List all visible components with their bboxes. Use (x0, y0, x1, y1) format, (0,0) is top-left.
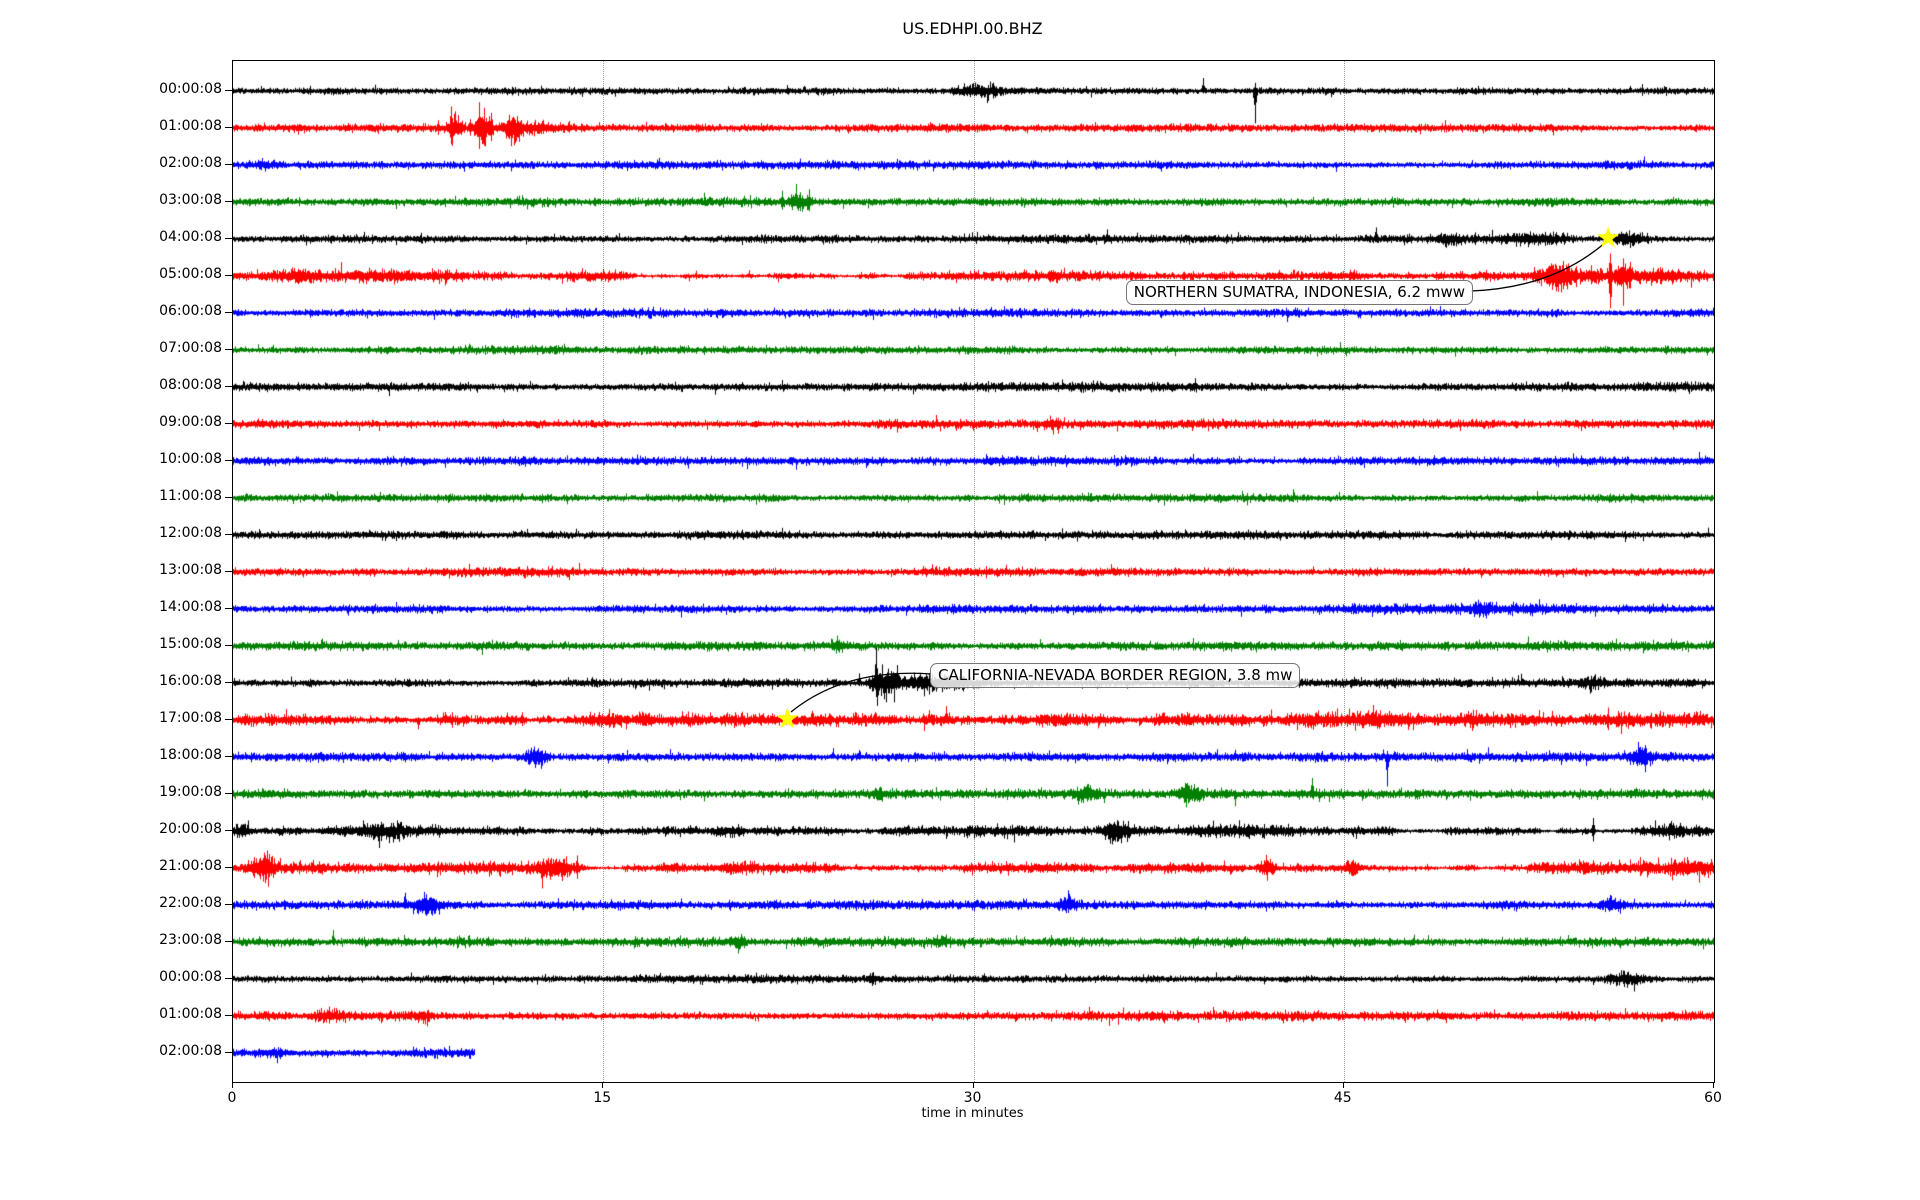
y-tick-mark (225, 201, 232, 202)
x-tick-label: 15 (593, 1090, 612, 1106)
y-tick-label: 00:00:08 (159, 81, 222, 97)
y-tick-label: 01:00:08 (159, 1006, 222, 1022)
y-tick-mark (225, 571, 232, 572)
x-tick-label: 0 (227, 1090, 237, 1106)
y-tick-mark (225, 386, 232, 387)
y-tick-mark (225, 497, 232, 498)
y-tick-label: 15:00:08 (159, 636, 222, 652)
y-tick-label: 11:00:08 (159, 488, 222, 504)
x-tick-mark (1342, 1082, 1344, 1088)
y-tick-mark (225, 423, 232, 424)
y-tick-label: 20:00:08 (159, 821, 222, 837)
y-tick-mark (225, 756, 232, 757)
y-tick-label: 02:00:08 (159, 155, 222, 171)
y-tick-mark (225, 904, 232, 905)
y-tick-mark (225, 164, 232, 165)
y-tick-label: 14:00:08 (159, 599, 222, 615)
y-tick-mark (225, 941, 232, 942)
y-tick-label: 08:00:08 (159, 377, 222, 393)
y-tick-mark (225, 349, 232, 350)
x-tick-label: 60 (1704, 1090, 1722, 1106)
x-tick-label: 45 (1333, 1090, 1352, 1106)
y-tick-mark (225, 608, 232, 609)
y-tick-mark (225, 312, 232, 313)
event-annotation: NORTHERN SUMATRA, INDONESIA, 6.2 mww (1125, 280, 1473, 305)
y-tick-label: 06:00:08 (159, 303, 222, 319)
y-tick-mark (225, 719, 232, 720)
y-tick-mark (225, 830, 232, 831)
y-tick-mark (225, 275, 232, 276)
plot-area (232, 60, 1715, 1083)
y-tick-label: 23:00:08 (159, 932, 222, 948)
y-tick-label: 17:00:08 (159, 710, 222, 726)
y-tick-mark (225, 127, 232, 128)
seismogram-traces (233, 61, 1714, 1082)
event-annotation: CALIFORNIA-NEVADA BORDER REGION, 3.8 mw (930, 663, 1301, 688)
y-tick-label: 18:00:08 (159, 747, 222, 763)
y-tick-mark (225, 793, 232, 794)
y-tick-mark (225, 867, 232, 868)
y-tick-label: 21:00:08 (159, 858, 222, 874)
y-tick-label: 03:00:08 (159, 192, 222, 208)
y-tick-label: 02:00:08 (159, 1043, 222, 1059)
y-tick-mark (225, 1015, 232, 1016)
y-tick-label: 07:00:08 (159, 340, 222, 356)
y-tick-mark (225, 238, 232, 239)
x-tick-mark (972, 1082, 974, 1088)
x-tick-mark (232, 1082, 233, 1088)
x-tick-mark (1713, 1082, 1714, 1088)
y-tick-label: 05:00:08 (159, 266, 222, 282)
x-tick-mark (602, 1082, 604, 1088)
y-tick-label: 00:00:08 (159, 969, 222, 985)
y-tick-label: 22:00:08 (159, 895, 222, 911)
y-tick-mark (225, 1052, 232, 1053)
y-tick-mark (225, 682, 232, 683)
y-tick-label: 12:00:08 (159, 525, 222, 541)
y-tick-label: 10:00:08 (159, 451, 222, 467)
y-tick-mark (225, 978, 232, 979)
y-tick-label: 13:00:08 (159, 562, 222, 578)
y-tick-label: 04:00:08 (159, 229, 222, 245)
y-tick-mark (225, 460, 232, 461)
figure-title: US.EDHPI.00.BHZ (902, 19, 1043, 38)
x-tick-label: 30 (963, 1090, 982, 1106)
y-tick-label: 19:00:08 (159, 784, 222, 800)
y-tick-mark (225, 90, 232, 91)
y-tick-mark (225, 534, 232, 535)
y-tick-mark (225, 645, 232, 646)
y-tick-label: 16:00:08 (159, 673, 222, 689)
y-tick-label: 01:00:08 (159, 118, 222, 134)
x-axis-title: time in minutes (921, 1106, 1024, 1121)
y-tick-label: 09:00:08 (159, 414, 222, 430)
